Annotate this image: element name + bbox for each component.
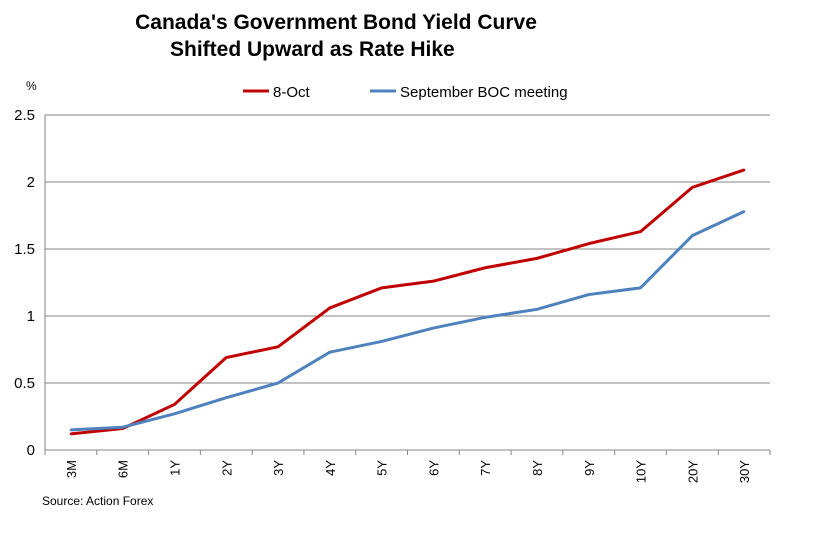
y-tick-label: 1.5 xyxy=(14,241,35,258)
data-point xyxy=(691,186,694,189)
series-line-0 xyxy=(70,168,745,436)
y-tick-label: 0.5 xyxy=(14,375,35,392)
data-point xyxy=(432,279,435,283)
y-tick-label: 0 xyxy=(27,442,35,459)
data-point xyxy=(328,306,332,310)
data-point xyxy=(483,266,487,269)
data-point xyxy=(483,316,487,319)
data-point xyxy=(121,426,124,429)
chart-title-line2: Shifted Upward as Rate Hike xyxy=(170,38,455,61)
data-point xyxy=(432,326,435,330)
x-tick-label: 20Y xyxy=(685,460,700,483)
legend-label: September BOC meeting xyxy=(400,84,568,101)
x-tick-label: 10Y xyxy=(634,460,649,483)
x-tick-label: 8Y xyxy=(530,460,545,476)
data-point xyxy=(380,340,383,343)
x-tick-label: 7Y xyxy=(478,460,493,476)
y-tick-label: 2 xyxy=(27,174,35,191)
data-point xyxy=(69,432,73,436)
x-tick-label: 30Y xyxy=(737,460,752,483)
data-point xyxy=(587,293,590,296)
data-point xyxy=(276,381,280,385)
x-tick-label: 1Y xyxy=(167,460,182,476)
data-point xyxy=(225,396,228,399)
x-tick-label: 3Y xyxy=(271,460,286,476)
data-point xyxy=(639,230,642,233)
series-line-1 xyxy=(70,210,745,432)
data-point xyxy=(742,168,746,172)
data-point xyxy=(535,257,539,260)
data-point xyxy=(639,286,642,290)
data-point xyxy=(535,308,539,311)
data-point xyxy=(173,403,176,406)
source-note: Source: Action Forex xyxy=(42,494,153,508)
x-tick-label: 2Y xyxy=(219,460,234,476)
data-point xyxy=(380,286,383,290)
legend-label: 8-Oct xyxy=(273,84,311,101)
x-tick-label: 4Y xyxy=(323,460,338,476)
y-tick-label: 2.5 xyxy=(14,107,35,124)
legend: 8-Oct September BOC meeting xyxy=(243,84,568,101)
x-tick-label: 6M xyxy=(116,460,131,478)
data-point xyxy=(328,350,332,354)
chart-title-line1: Canada's Government Bond Yield Curve xyxy=(135,11,537,34)
x-tick-label: 3M xyxy=(64,460,79,478)
y-tick-label: 1 xyxy=(27,308,35,325)
x-tick-label: 5Y xyxy=(375,460,390,476)
data-point xyxy=(587,242,590,245)
data-point xyxy=(276,345,280,349)
y-axis-label: % xyxy=(26,79,37,93)
data-point xyxy=(742,210,746,213)
data-point xyxy=(69,428,73,432)
data-point xyxy=(225,356,228,359)
x-tick-label: 9Y xyxy=(582,460,597,476)
x-tick-label: 6Y xyxy=(426,460,441,476)
data-point xyxy=(691,234,694,237)
data-point xyxy=(173,412,176,416)
